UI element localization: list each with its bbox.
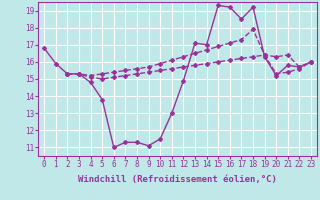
- X-axis label: Windchill (Refroidissement éolien,°C): Windchill (Refroidissement éolien,°C): [78, 175, 277, 184]
